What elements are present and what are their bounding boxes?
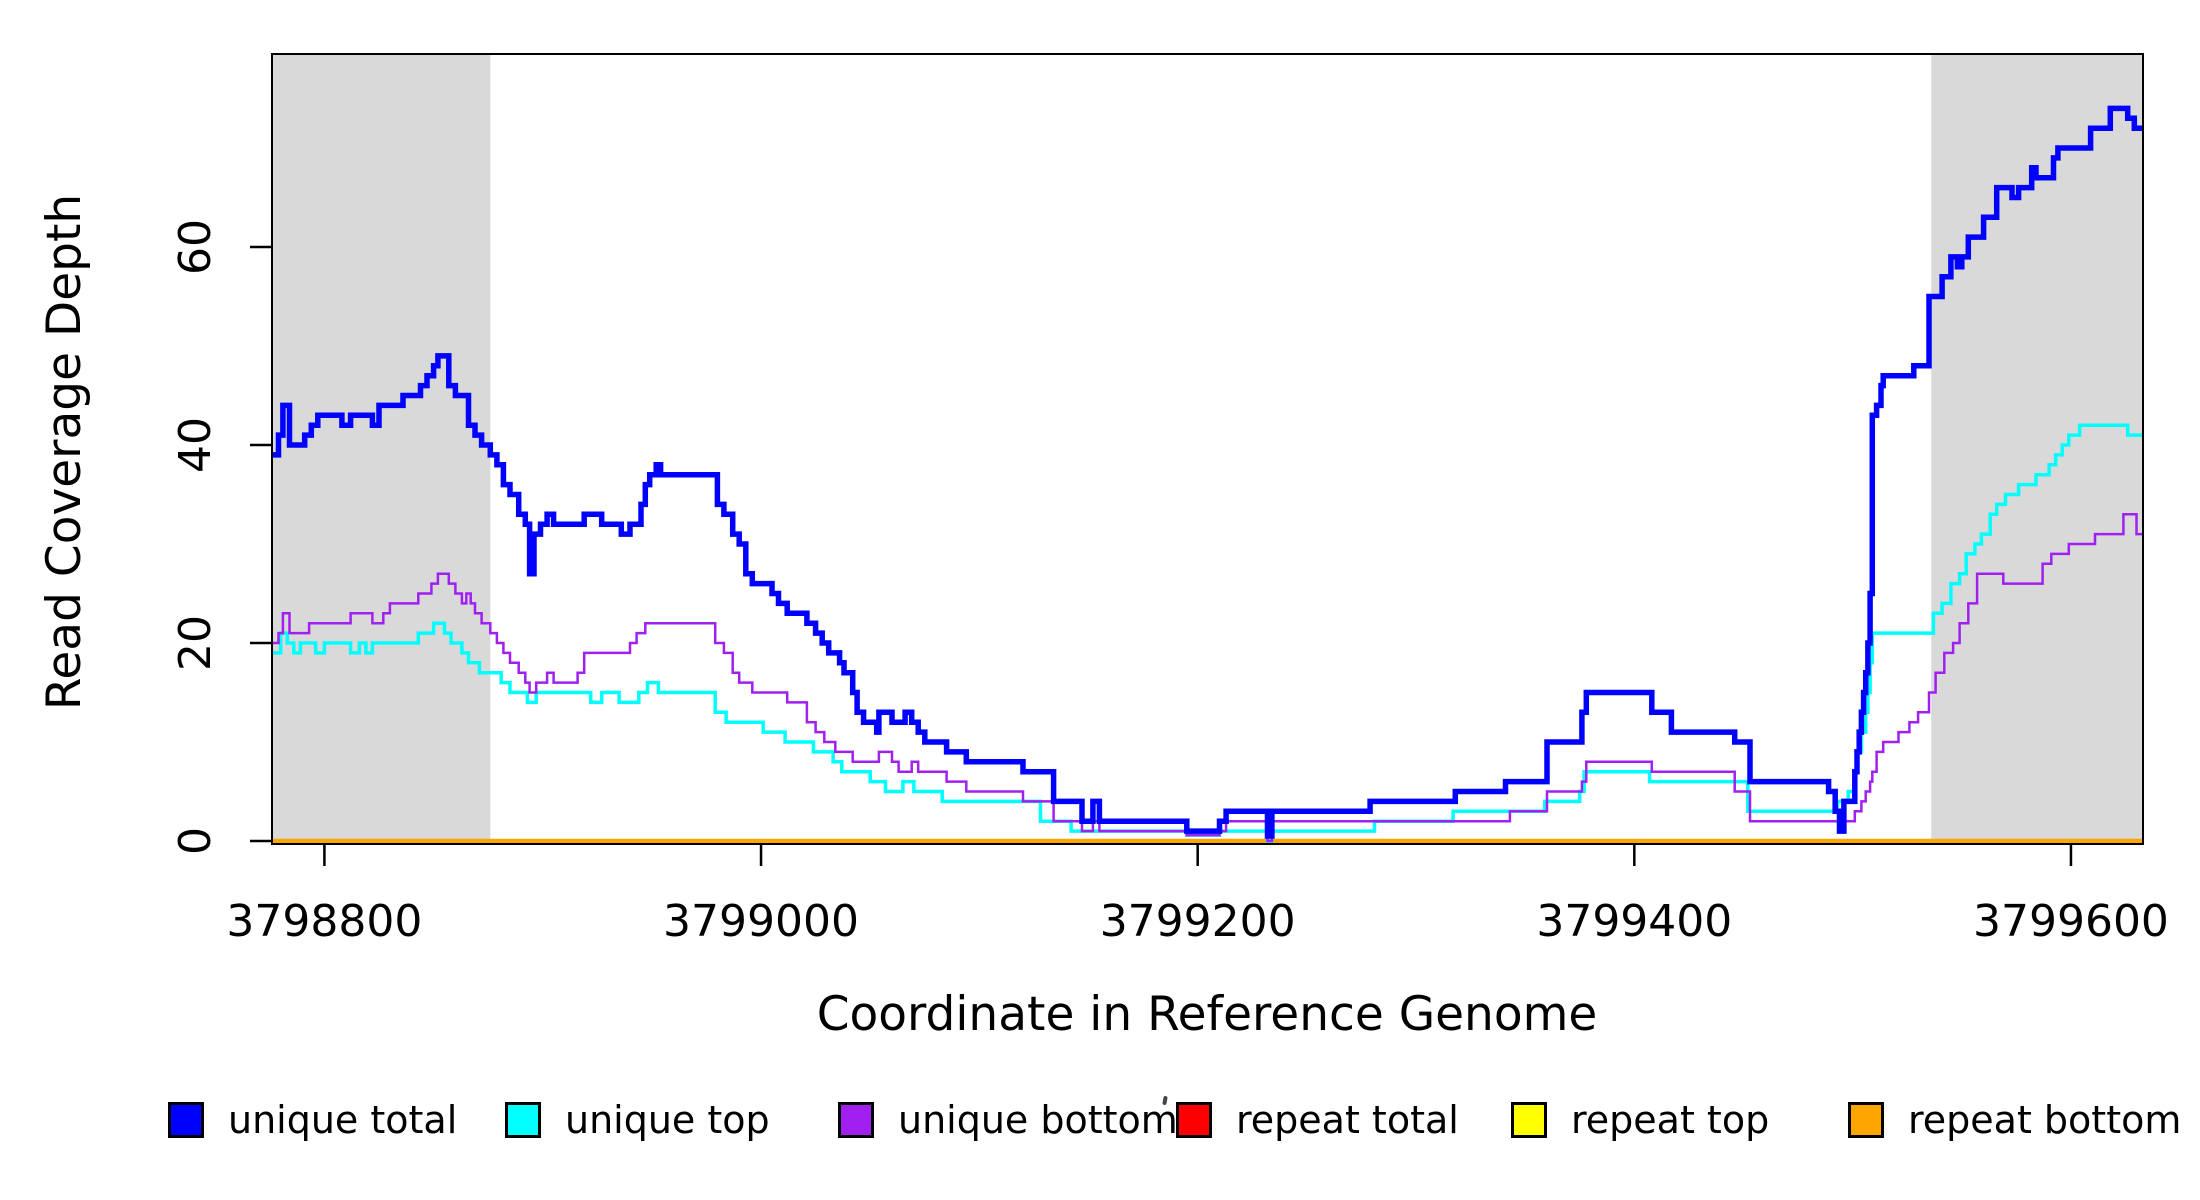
legend-item-repeat-total: repeat total (1176, 1096, 1459, 1144)
y-tick-label: 40 (170, 417, 221, 473)
x-tick-label: 3799000 (663, 896, 859, 947)
legend-label: repeat top (1571, 1098, 1770, 1142)
y-tick-label: 20 (170, 615, 221, 671)
legend-item-unique-bottom: unique bottom (838, 1096, 1178, 1144)
x-tick-label: 3799600 (1973, 896, 2169, 947)
x-axis-title: Coordinate in Reference Genome (817, 987, 1598, 1042)
x-tick-label: 3799200 (1100, 896, 1296, 947)
repeat-region-band-1 (272, 54, 491, 844)
legend: unique total unique top unique bottom re… (0, 1096, 2200, 1156)
unique-bottom-swatch-icon (838, 1102, 874, 1138)
repeat-region-band-2 (1931, 54, 2143, 844)
y-tick-label: 0 (170, 827, 221, 855)
legend-item-repeat-top: repeat top (1511, 1096, 1769, 1144)
legend-item-unique-top: unique top (505, 1096, 770, 1144)
unique-top-swatch-icon (505, 1102, 541, 1138)
repeat-total-swatch-icon (1176, 1102, 1212, 1138)
y-tick-label: 60 (170, 219, 221, 275)
repeat-bottom-swatch-icon (1848, 1102, 1884, 1138)
series-unique-bottom (272, 513, 2143, 843)
x-tick-label: 3799400 (1536, 896, 1732, 947)
legend-item-unique-total: unique total (168, 1096, 457, 1144)
legend-label: repeat bottom (1908, 1098, 2182, 1142)
legend-label: repeat total (1236, 1098, 1459, 1142)
legend-item-repeat-bottom: repeat bottom (1848, 1096, 2181, 1144)
legend-label: unique bottom (898, 1098, 1178, 1142)
plot-border (271, 53, 2144, 845)
repeat-top-swatch-icon (1511, 1102, 1547, 1138)
y-axis-title: Read Coverage Depth (37, 194, 92, 710)
legend-label: unique top (565, 1098, 770, 1142)
legend-label: unique total (228, 1098, 458, 1142)
x-tick-label: 3798800 (226, 896, 422, 947)
series-unique-top (272, 423, 2143, 843)
series-unique-total (272, 105, 2143, 839)
unique-total-swatch-icon (168, 1102, 204, 1138)
